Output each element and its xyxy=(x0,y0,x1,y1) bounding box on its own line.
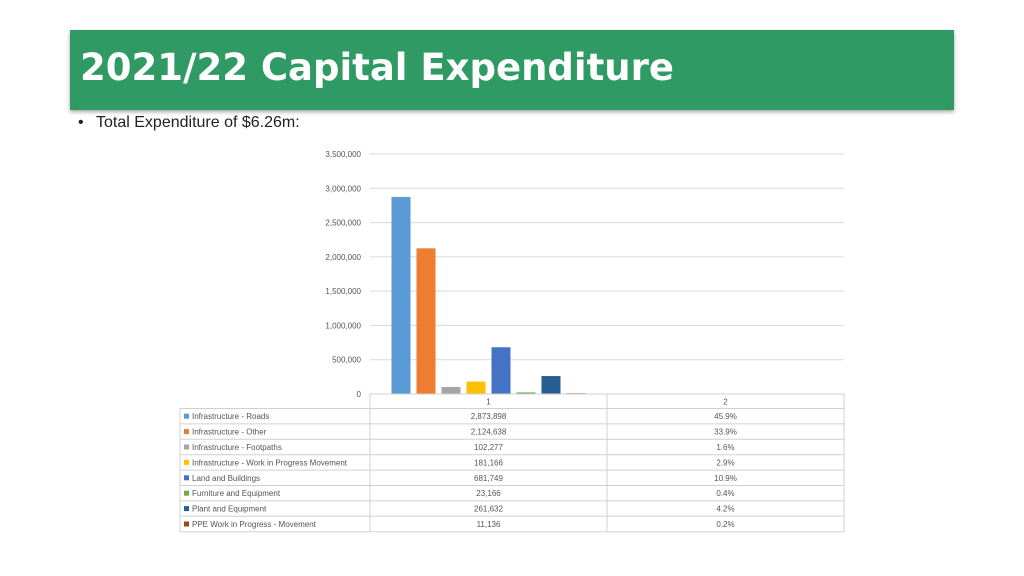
legend-swatch xyxy=(184,459,189,465)
data-label: 261,632 xyxy=(474,505,503,514)
bullet-text: Total Expenditure of $6.26m: xyxy=(96,114,300,131)
y-tick-label: 1,500,000 xyxy=(325,287,361,296)
bar xyxy=(541,376,561,394)
data-label: 10.9% xyxy=(714,474,737,483)
bar xyxy=(466,381,486,394)
data-label: 102,277 xyxy=(474,443,503,452)
bar xyxy=(391,196,411,394)
legend-entry: Infrastructure - Work in Progress Moveme… xyxy=(192,458,348,467)
data-label: 2,124,638 xyxy=(471,428,507,437)
legend-swatch xyxy=(184,475,189,481)
legend-entry: Infrastructure - Footpaths xyxy=(192,443,282,452)
title-bar: 2021/22 Capital Expenditure xyxy=(70,30,954,110)
category-label: 1 xyxy=(486,398,491,407)
data-label: 2.9% xyxy=(716,458,734,467)
bar xyxy=(516,392,536,394)
bar xyxy=(416,248,436,394)
bullet-icon: • xyxy=(78,114,84,131)
legend-entry: Furniture and Equipment xyxy=(192,489,281,498)
data-label: 1.6% xyxy=(716,443,734,452)
page-title: 2021/22 Capital Expenditure xyxy=(80,46,674,89)
y-tick-label: 3,500,000 xyxy=(325,150,361,159)
bar xyxy=(441,386,461,394)
legend-swatch xyxy=(184,490,189,496)
legend-swatch xyxy=(184,444,189,450)
y-tick-label: 0 xyxy=(357,390,362,399)
data-label: 11,136 xyxy=(477,520,501,529)
data-label: 4.2% xyxy=(716,505,734,514)
legend-swatch xyxy=(184,413,189,419)
data-label: 2,873,898 xyxy=(471,412,507,421)
y-tick-label: 2,000,000 xyxy=(325,253,361,262)
y-tick-label: 1,000,000 xyxy=(325,321,361,330)
data-label: 23,166 xyxy=(476,489,501,498)
legend-swatch xyxy=(184,506,189,512)
data-label: 681,749 xyxy=(474,474,503,483)
bullet-point: • Total Expenditure of $6.26m: xyxy=(78,114,300,132)
legend-swatch xyxy=(184,429,189,435)
bar xyxy=(491,347,511,394)
y-tick-label: 3,000,000 xyxy=(325,184,361,193)
y-tick-label: 2,500,000 xyxy=(325,219,361,228)
data-label: 0.4% xyxy=(716,489,734,498)
legend-entry: PPE Work in Progress - Movement xyxy=(192,520,317,529)
legend-entry: Infrastructure - Roads xyxy=(192,412,269,421)
y-tick-label: 500,000 xyxy=(332,356,361,365)
category-label: 2 xyxy=(723,398,728,407)
data-label: 33.9% xyxy=(714,428,737,437)
data-label: 45.9% xyxy=(714,412,737,421)
legend-entry: Infrastructure - Other xyxy=(192,428,267,437)
data-label: 181,166 xyxy=(474,458,503,467)
data-label: 0.2% xyxy=(716,520,734,529)
legend-swatch xyxy=(184,521,189,527)
legend-entry: Plant and Equipment xyxy=(192,505,267,514)
legend-entry: Land and Buildings xyxy=(192,474,260,483)
